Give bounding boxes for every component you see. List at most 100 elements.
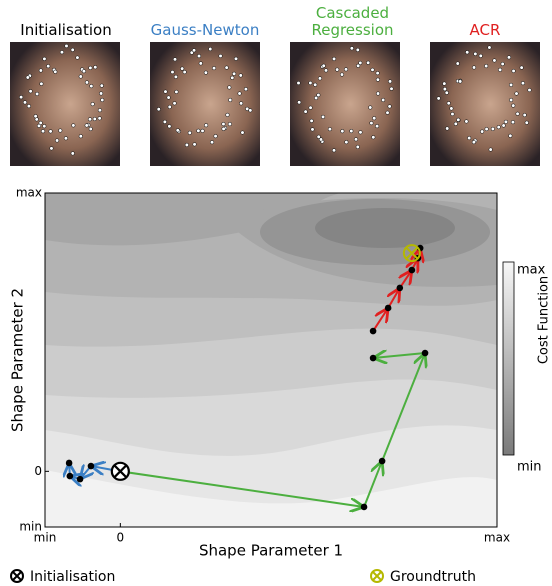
landmark [208, 47, 213, 52]
landmark [458, 79, 463, 84]
face-image [10, 42, 120, 166]
landmark [49, 146, 54, 151]
landmark [296, 80, 301, 86]
landmark [22, 100, 28, 105]
landmark [53, 69, 58, 74]
landmark [78, 134, 83, 139]
landmark [316, 93, 321, 98]
landmark [375, 124, 380, 129]
landmark [70, 151, 75, 156]
landmark [58, 128, 63, 133]
landmark [297, 100, 302, 105]
landmark [473, 51, 478, 56]
landmark [84, 123, 89, 128]
landmark [467, 136, 472, 141]
landmark [385, 110, 390, 115]
landmark [358, 60, 363, 65]
landmark [501, 123, 506, 128]
trajectory-point [65, 459, 73, 467]
landmark [318, 137, 324, 142]
landmark [25, 75, 30, 80]
landmark [340, 129, 345, 134]
landmark [184, 142, 189, 147]
groundtruth-marker [405, 246, 419, 260]
landmark [71, 123, 76, 128]
x-tick-label: 0 [117, 531, 125, 545]
trajectory-step [381, 353, 425, 462]
landmark [175, 128, 180, 133]
landmark [70, 47, 75, 52]
face-image [430, 42, 540, 166]
landmark [387, 104, 392, 109]
landmark [353, 137, 359, 142]
landmark [64, 43, 69, 49]
landmark [38, 120, 43, 125]
landmark [375, 71, 380, 76]
landmark [162, 119, 167, 124]
landmark [92, 116, 97, 122]
landmark [445, 126, 450, 131]
landmark [471, 140, 476, 145]
landmark [506, 55, 512, 60]
landmark [321, 63, 326, 68]
landmark [204, 123, 209, 128]
legend-label: Initialisation [30, 569, 115, 585]
landmark [39, 81, 44, 86]
landmark [472, 65, 477, 70]
trajectory-point [360, 503, 368, 511]
face-image [150, 42, 260, 166]
legend-symbol [10, 569, 24, 583]
landmark [371, 135, 376, 140]
landmark [514, 91, 519, 96]
landmark [500, 61, 505, 67]
landmark [303, 109, 308, 114]
trajectory-step [372, 308, 388, 332]
trajectory-point [421, 349, 429, 357]
landmark [243, 87, 248, 92]
landmark [369, 121, 374, 126]
landmark [26, 104, 31, 109]
landmark [372, 116, 377, 121]
landmark [55, 138, 60, 143]
y-tick-label: max [16, 186, 42, 200]
groundtruth-marker [402, 244, 421, 263]
trajectory-point [369, 354, 377, 362]
panel-title: ACR [469, 21, 501, 39]
landmark [89, 84, 94, 89]
trajectory-step [363, 461, 382, 508]
trajectory-point [408, 266, 416, 274]
y-tick-label: 0 [34, 464, 42, 478]
landmark [228, 97, 233, 103]
x-tick-label: max [484, 531, 510, 545]
landmark [344, 140, 349, 145]
landmark [464, 119, 469, 124]
landmark [63, 136, 68, 141]
trajectory-point [396, 284, 404, 292]
landmark [388, 79, 393, 84]
landmark [238, 73, 243, 78]
landmark [509, 97, 514, 103]
landmark [221, 122, 226, 127]
panel-title: Initialisation [20, 21, 112, 39]
landmark [173, 74, 178, 79]
landmark [48, 129, 53, 134]
landmark [163, 89, 168, 94]
landmark [317, 76, 323, 81]
landmark [389, 86, 394, 91]
landmark [355, 144, 360, 149]
landmark [88, 126, 93, 132]
landmark [496, 125, 501, 130]
landmark [503, 119, 508, 124]
landmark [356, 63, 361, 68]
landmark [484, 127, 489, 132]
landmark [308, 80, 313, 86]
landmark [167, 104, 172, 109]
landmark [239, 101, 244, 106]
trajectory-step [120, 470, 364, 507]
landmark [221, 126, 226, 131]
landmark [224, 65, 229, 70]
landmark [42, 56, 47, 61]
landmark [38, 68, 43, 73]
landmark [450, 112, 455, 117]
